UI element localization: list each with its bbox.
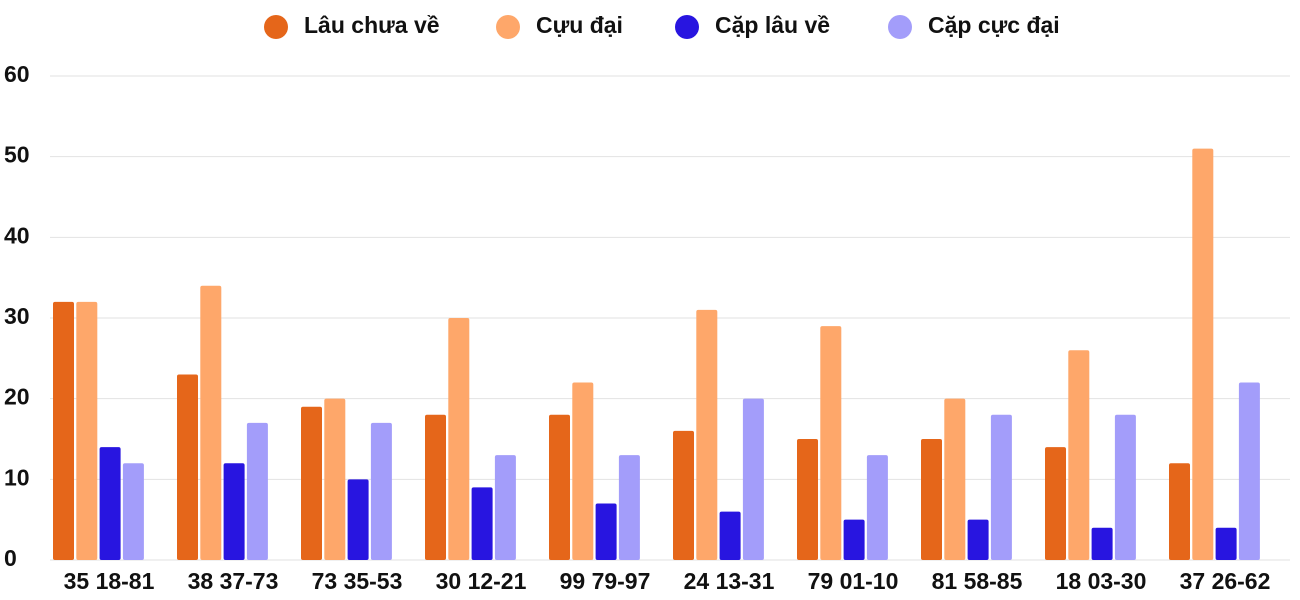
bar [448, 318, 470, 560]
y-tick-label: 60 [4, 61, 30, 87]
legend-label: Cặp cực đại [928, 12, 1060, 38]
x-tick-label: 73 35-53 [312, 568, 403, 594]
bar [200, 285, 222, 560]
bar [122, 463, 144, 560]
x-tick-label: 35 18-81 [64, 568, 155, 594]
legend-marker [675, 15, 699, 39]
bar [1091, 527, 1113, 560]
legend-marker [264, 15, 288, 39]
bar [1215, 527, 1237, 560]
legend-marker [888, 15, 912, 39]
bar [696, 309, 718, 560]
x-tick-label: 30 12-21 [436, 568, 527, 594]
legend-label: Cặp lâu về [715, 12, 830, 38]
x-tick-label: 37 26-62 [1180, 568, 1271, 594]
bar [866, 455, 888, 560]
y-tick-label: 20 [4, 384, 30, 410]
bar [797, 439, 818, 560]
x-tick-label: 18 03-30 [1056, 568, 1147, 594]
bar [1169, 463, 1190, 560]
bar [572, 382, 594, 560]
legend-label: Cựu đại [536, 12, 623, 38]
x-tick-label: 99 79-97 [560, 568, 651, 594]
bar [347, 479, 369, 560]
bar [944, 398, 966, 560]
bar [843, 519, 865, 560]
x-tick-label: 81 58-85 [932, 568, 1023, 594]
y-tick-label: 0 [4, 545, 17, 571]
y-tick-label: 40 [4, 222, 30, 248]
bar [990, 414, 1012, 560]
bar [1045, 447, 1066, 560]
bar [53, 301, 74, 560]
y-tick-label: 50 [4, 142, 30, 168]
bar [742, 398, 764, 560]
bar [1068, 350, 1090, 560]
x-tick-label: 38 37-73 [188, 568, 279, 594]
bar [719, 511, 741, 560]
legend-marker [496, 15, 520, 39]
bar [324, 398, 346, 560]
y-tick-label: 10 [4, 464, 30, 490]
x-tick-label: 24 13-31 [684, 568, 775, 594]
bar [425, 414, 446, 560]
bar [246, 422, 268, 560]
legend-label: Lâu chưa về [304, 12, 440, 38]
bar [99, 447, 121, 560]
bar [921, 439, 942, 560]
bar [301, 406, 322, 560]
bar [820, 326, 842, 560]
bar [1238, 382, 1260, 560]
bar [370, 422, 392, 560]
bar [549, 414, 570, 560]
x-tick-label: 79 01-10 [808, 568, 899, 594]
bar [177, 374, 198, 560]
y-tick-label: 30 [4, 303, 30, 329]
bar [76, 301, 98, 560]
bar [1192, 148, 1214, 560]
bar [223, 463, 245, 560]
bar [673, 430, 694, 560]
bar [471, 487, 493, 560]
bar [967, 519, 989, 560]
bar [618, 455, 640, 560]
bar [494, 455, 516, 560]
bar [1114, 414, 1136, 560]
bar [595, 503, 617, 560]
